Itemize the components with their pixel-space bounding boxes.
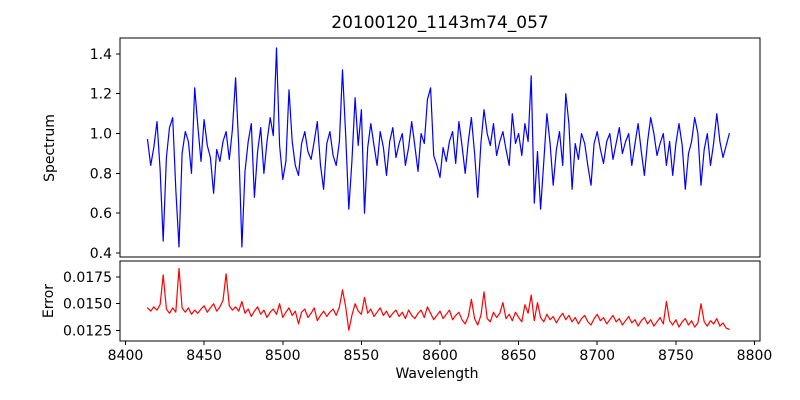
x-tick-label: 8450: [186, 348, 222, 364]
error-line: [146, 267, 730, 331]
chart-title: 20100120_1143m74_057: [331, 13, 549, 33]
y-tick-label: 0.0175: [63, 270, 112, 286]
x-tick-label: 8700: [579, 348, 615, 364]
x-tick-label: 8400: [108, 348, 144, 364]
x-tick-label: 8550: [344, 348, 380, 364]
x-tick-label: 8500: [265, 348, 301, 364]
y-tick-label: 1.4: [90, 47, 112, 63]
x-tick-label: 8750: [658, 348, 694, 364]
axes-box: [119, 260, 761, 342]
spectrum-axis-label: Spectrum: [42, 114, 58, 182]
x-tick-label: 8800: [737, 348, 773, 364]
x-tick-label: 8600: [422, 348, 458, 364]
error-axis-label: Error: [41, 283, 57, 319]
axes-box: [119, 37, 761, 258]
y-tick-label: 1.0: [90, 127, 112, 143]
y-tick-label: 0.8: [90, 166, 112, 182]
wavelength-axis-label: Wavelength: [395, 366, 479, 382]
y-tick-label: 0.0150: [63, 297, 112, 313]
y-tick-label: 0.6: [90, 206, 112, 222]
y-tick-label: 0.4: [90, 246, 112, 262]
x-tick-label: 8650: [501, 348, 537, 364]
y-tick-label: 1.2: [90, 87, 112, 103]
spectrum-line: [146, 47, 730, 248]
y-tick-label: 0.0125: [63, 323, 112, 339]
